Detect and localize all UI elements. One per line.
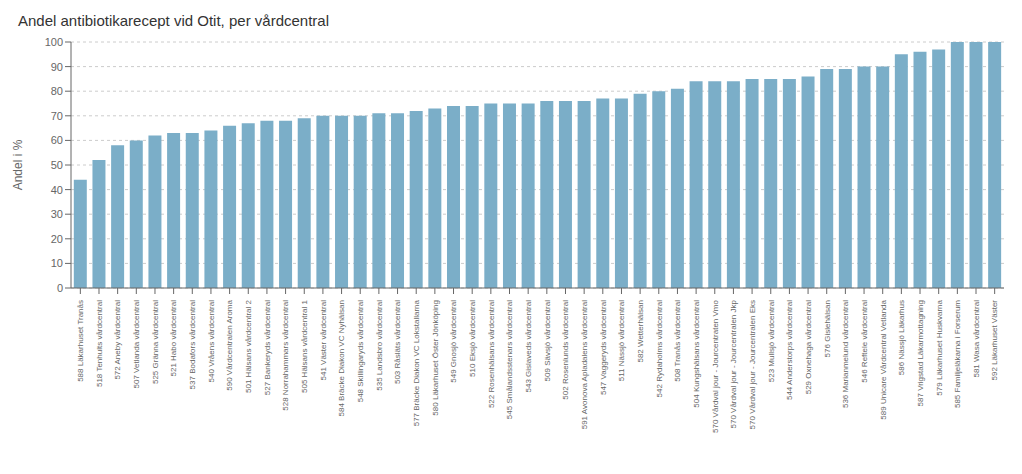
svg-text:70: 70 (51, 110, 63, 122)
svg-text:50: 50 (51, 159, 63, 171)
svg-text:529 Oxnehaga vårdcentral: 529 Oxnehaga vårdcentral (804, 300, 813, 395)
svg-text:541 Väster vårdcentral: 541 Väster vårdcentral (319, 300, 328, 381)
svg-text:505 Hälsans vårdcentral 1: 505 Hälsans vårdcentral 1 (300, 299, 309, 392)
svg-text:536 Marianmelund vårdcentral: 536 Marianmelund vårdcentral (841, 300, 850, 408)
svg-text:586 Nässjö Läkarhus: 586 Nässjö Läkarhus (897, 300, 906, 375)
svg-text:60: 60 (51, 134, 63, 146)
svg-text:521 Habo vårdcentral: 521 Habo vårdcentral (169, 300, 178, 377)
svg-text:90: 90 (51, 61, 63, 73)
svg-text:542 Rydaholms vårdcentral: 542 Rydaholms vårdcentral (655, 300, 664, 398)
svg-text:522 Rosenhälsans vårdcentral: 522 Rosenhälsans vårdcentral (487, 300, 496, 408)
svg-text:40: 40 (51, 184, 63, 196)
svg-text:570 Vårdval jour - Jourcentrat: 570 Vårdval jour - Jourcentraten Vmo (711, 299, 720, 433)
svg-text:502 Rosenlunds vårdcentral: 502 Rosenlunds vårdcentral (561, 300, 570, 400)
svg-text:20: 20 (51, 233, 63, 245)
svg-text:570 Vårdval jour - Jourcentral: 570 Vårdval jour - Jourcentralen Eks (748, 300, 757, 429)
svg-text:579 Läkarhuset Huskvarna: 579 Läkarhuset Huskvarna (934, 299, 943, 395)
svg-text:525 Gränna vårdcentral: 525 Gränna vårdcentral (151, 300, 160, 384)
svg-text:570 Vårdval jour - Jourcentral: 570 Vårdval jour - Jourcentralen Jkp (729, 299, 738, 428)
svg-text:510 Eksjö vårdcentral: 510 Eksjö vårdcentral (468, 300, 477, 377)
svg-text:504 Kungshälsans vårdcentral: 504 Kungshälsans vårdcentral (692, 300, 701, 408)
svg-text:508 Tranås vårdcentral: 508 Tranås vårdcentral (673, 300, 682, 382)
svg-text:592 Läkarhuset Väster: 592 Läkarhuset Väster (990, 300, 999, 381)
svg-text:589 Unicare Vårdcentral Vetlan: 589 Unicare Vårdcentral Vetlanda (879, 299, 888, 419)
svg-text:590 Vårdcentralen Aroma: 590 Vårdcentralen Aroma (225, 299, 234, 390)
svg-text:577 Bräcke Diakon VC Lokstalla: 577 Bräcke Diakon VC Lokstallarna (412, 299, 421, 426)
svg-text:587 Vrigstad Läkarmottagning: 587 Vrigstad Läkarmottagning (916, 300, 925, 406)
svg-text:543 Gislaveds vårdcentral: 543 Gislaveds vårdcentral (524, 300, 533, 393)
svg-text:100: 100 (45, 36, 63, 48)
svg-text:585 Familjeläkarna i Forserum: 585 Familjeläkarna i Forserum (953, 300, 962, 408)
svg-text:588 Läkarhuset Tranås: 588 Läkarhuset Tranås (76, 300, 85, 382)
svg-text:581 Wasa vårdcentral: 581 Wasa vårdcentral (972, 300, 981, 378)
html-text:Andel antibiotikarecept vid Ot: Andel antibiotikarecept vid Otit, per vå… (18, 12, 329, 29)
svg-text:528 Norrahammars vårdcentral: 528 Norrahammars vårdcentral (281, 300, 290, 411)
svg-text:584 Bräcke Diakon VC Nyhälsan: 584 Bräcke Diakon VC Nyhälsan (337, 300, 346, 417)
svg-text:544 Anderstorps vårdcentral: 544 Anderstorps vårdcentral (785, 300, 794, 400)
svg-text:549 Gnosjö vårdcentral: 549 Gnosjö vårdcentral (449, 300, 458, 383)
svg-text:507 Vetlanda vårdcentral: 507 Vetlanda vårdcentral (132, 300, 141, 389)
svg-text:523 Mullsjö vårdcentral: 523 Mullsjö vårdcentral (767, 300, 776, 382)
svg-text:535 Landsbro vårdcentral: 535 Landsbro vårdcentral (375, 300, 384, 391)
svg-text:518 Tenhults vårdcentral: 518 Tenhults vårdcentral (95, 300, 104, 387)
svg-text:30: 30 (51, 208, 63, 220)
svg-text:527 Bankeryds vårdcentral: 527 Bankeryds vårdcentral (263, 300, 272, 395)
svg-text:10: 10 (51, 257, 63, 269)
svg-text:540 Vråens vårdcentral: 540 Vråens vårdcentral (207, 300, 216, 383)
svg-text:0: 0 (57, 282, 63, 294)
svg-text:545 Smålandsstenars vårdcentra: 545 Smålandsstenars vårdcentral (505, 300, 514, 419)
svg-text:572 Aneby vårdcentral: 572 Aneby vårdcentral (113, 300, 122, 380)
svg-text:546 Reftele vårdcentral: 546 Reftele vårdcentral (860, 300, 869, 383)
svg-text:503 Råsläts vårdcentral: 503 Råsläts vårdcentral (393, 300, 402, 384)
svg-text:Andel i %: Andel i % (11, 139, 25, 190)
svg-text:80: 80 (51, 85, 63, 97)
svg-text:501 Hälsans vårdcentral 2: 501 Hälsans vårdcentral 2 (244, 299, 253, 392)
svg-text:537 Bodafors vårdcentral: 537 Bodafors vårdcentral (188, 300, 197, 390)
svg-text:548 Skillingaryds vårdcentral: 548 Skillingaryds vårdcentral (356, 300, 365, 402)
svg-text:511 Nässjö vårdcentral: 511 Nässjö vårdcentral (617, 300, 626, 381)
svg-text:509 Sävsjö vårdcentral: 509 Sävsjö vårdcentral (543, 300, 552, 382)
svg-text:591 Avonova Apladalens vårdcen: 591 Avonova Apladalens vårdcentral (580, 300, 589, 430)
svg-text:547 Vaggeryds vårdcentral: 547 Vaggeryds vårdcentral (599, 300, 608, 395)
svg-text:576 Gislehälsan: 576 Gislehälsan (823, 300, 832, 357)
svg-text:582 Wetterhälsan: 582 Wetterhälsan (636, 300, 645, 363)
svg-text:580 Läkarhuset Öster Jönköping: 580 Läkarhuset Öster Jönköping (431, 300, 440, 416)
